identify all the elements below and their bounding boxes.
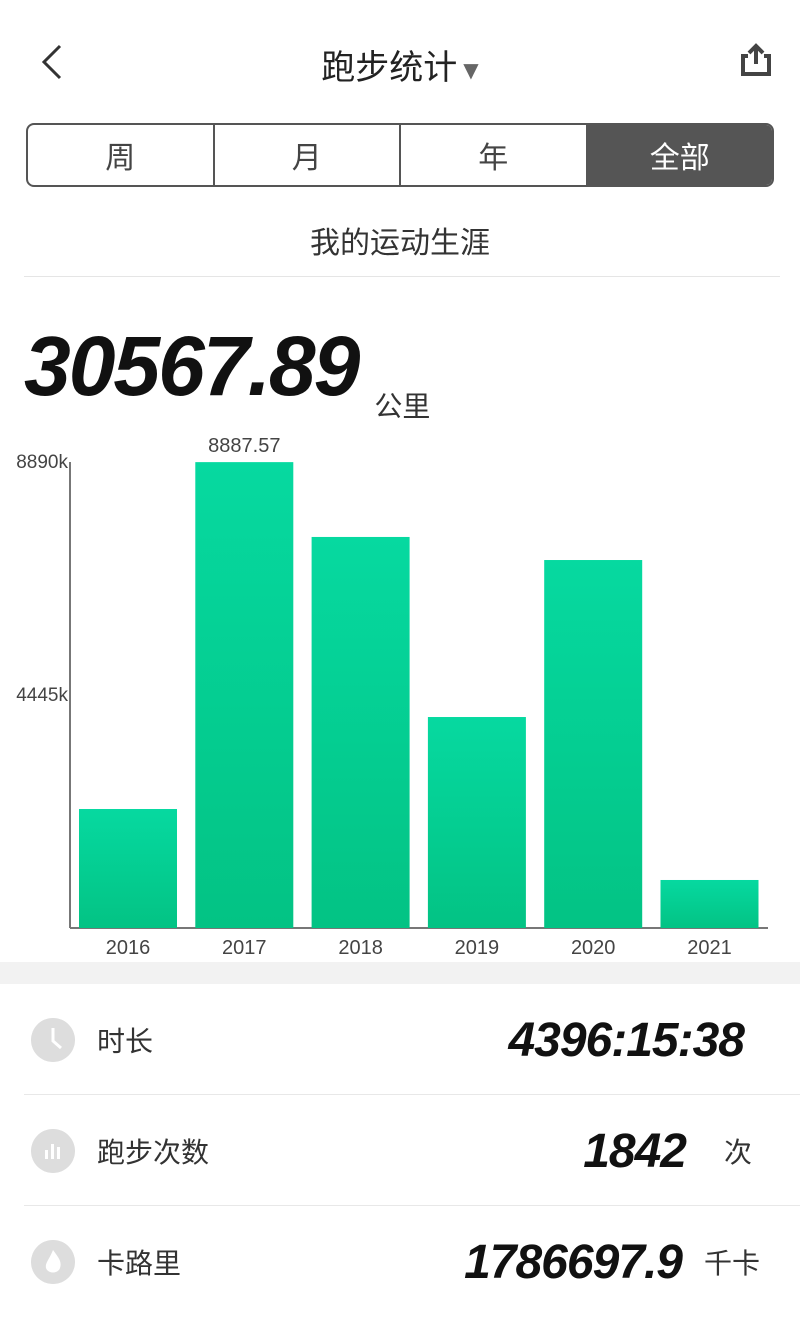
- clock-icon: [31, 1018, 75, 1062]
- y-tick-label: 8890k: [16, 452, 68, 473]
- bar-data-label: 8887.57: [208, 435, 280, 457]
- stat-unit: 千卡: [703, 1247, 760, 1280]
- bar-2019[interactable]: [427, 717, 526, 928]
- total-distance: 30567.89: [24, 319, 360, 413]
- x-tick-label: 2020: [571, 937, 616, 959]
- stat-label: 跑步次数: [97, 1136, 210, 1169]
- bar-2018[interactable]: [311, 536, 410, 928]
- total-distance-block: 30567.89 公里: [24, 318, 430, 423]
- stat-value: 4396:15:38: [508, 1013, 745, 1067]
- divider: [24, 1094, 800, 1095]
- divider: [24, 276, 780, 277]
- page-title-text: 跑步统计: [321, 48, 458, 88]
- chevron-down-icon[interactable]: ▼: [463, 57, 479, 82]
- stat-row-run-count: 跑步次数 1842 次: [0, 1096, 800, 1206]
- stat-value: 1786697.9: [464, 1235, 683, 1289]
- yearly-bar-chart: 8890k 4445k 2016 2017 8887.57 2018 2019 2020 202…: [16, 435, 768, 959]
- y-tick-label: 4445k: [16, 685, 68, 706]
- bar-2017[interactable]: [195, 462, 294, 928]
- total-distance-unit: 公里: [374, 390, 431, 423]
- bar-2021[interactable]: [660, 879, 759, 928]
- x-tick-label: 2016: [106, 937, 151, 959]
- x-tick-label: 2021: [687, 937, 732, 959]
- x-tick-label: 2017: [222, 937, 267, 959]
- tab-month[interactable]: 月: [215, 125, 401, 185]
- bar-chart-icon: [31, 1129, 75, 1173]
- stat-row-calories: 卡路里 1786697.9 千卡: [0, 1207, 800, 1317]
- page-title[interactable]: 跑步统计 ▼: [0, 40, 800, 89]
- section-subtitle: 我的运动生涯: [310, 226, 490, 261]
- stat-label: 卡路里: [97, 1247, 182, 1280]
- stat-value: 1842: [583, 1124, 687, 1178]
- flame-icon: [31, 1240, 75, 1284]
- back-icon[interactable]: [36, 40, 76, 84]
- tab-all[interactable]: 全部: [587, 125, 772, 185]
- bar-2016[interactable]: [79, 809, 177, 928]
- bar-2020[interactable]: [544, 560, 643, 928]
- stat-unit: 次: [723, 1136, 752, 1169]
- period-tabs: 周 月 年 全部: [26, 123, 774, 187]
- stat-row-duration: 时长 4396:15:38: [0, 985, 800, 1095]
- share-icon[interactable]: [738, 42, 774, 78]
- section-divider-band: [0, 962, 800, 984]
- tab-year[interactable]: 年: [401, 125, 588, 185]
- tab-week[interactable]: 周: [28, 125, 215, 185]
- x-tick-label: 2019: [455, 937, 500, 959]
- stat-label: 时长: [97, 1025, 154, 1058]
- x-tick-label: 2018: [338, 937, 383, 959]
- divider: [24, 1205, 800, 1206]
